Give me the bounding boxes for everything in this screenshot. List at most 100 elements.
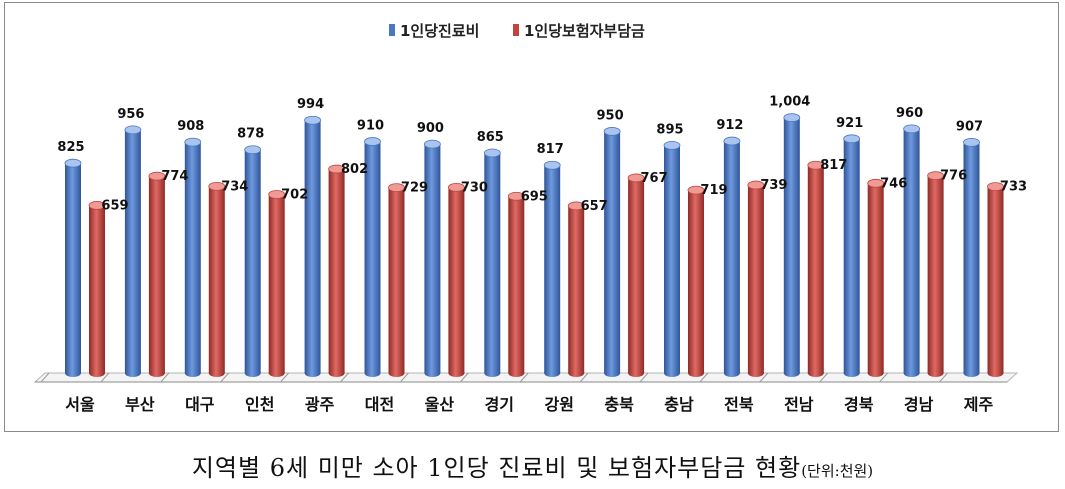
category-label-12: 전북 bbox=[724, 395, 754, 414]
bar-cap bbox=[124, 125, 142, 135]
bar-base bbox=[184, 369, 201, 377]
bar-cost-5 bbox=[304, 115, 322, 377]
bar-cap bbox=[148, 171, 166, 181]
data-label-insurer-9: 657 bbox=[581, 199, 608, 214]
category-labels-group: 서울 부산 대구 인천 광주 대전 울산 경기 강원 충북 충남 전북 전남 경북 경남 제주 bbox=[40, 372, 993, 414]
bar-body bbox=[388, 187, 405, 373]
data-label-insurer-13: 817 bbox=[820, 158, 847, 173]
bar-base bbox=[424, 369, 441, 377]
bar-base bbox=[867, 369, 884, 377]
x-tick-9 bbox=[519, 372, 529, 383]
bar-body bbox=[65, 163, 81, 373]
data-label-insurer-14: 746 bbox=[880, 176, 907, 191]
bar-base bbox=[604, 369, 621, 377]
bar-base bbox=[388, 369, 405, 377]
bar-cap bbox=[543, 160, 561, 170]
x-tick-12 bbox=[699, 372, 709, 383]
data-label-insurer-7: 730 bbox=[461, 180, 488, 195]
bar-body bbox=[484, 153, 501, 373]
bar-cap bbox=[423, 139, 441, 149]
legend: 1인당진료비 1인당보험자부담금 bbox=[389, 22, 645, 40]
bar-cap bbox=[388, 183, 405, 193]
x-tick-7 bbox=[400, 372, 409, 383]
data-labels-group: 825 659 956 774 908 734 878 702 994 802 910 729 900 7… bbox=[57, 95, 1027, 214]
bar-cost-12 bbox=[723, 136, 741, 377]
bar-cost-10 bbox=[603, 127, 621, 377]
bar-cost-6 bbox=[364, 137, 381, 377]
x-tick-5 bbox=[280, 372, 289, 383]
bar-body bbox=[903, 128, 920, 373]
bar-base bbox=[783, 369, 800, 377]
bar-cost-2 bbox=[124, 125, 142, 377]
bar-body bbox=[568, 205, 585, 373]
data-label-cost-1: 825 bbox=[57, 140, 84, 155]
category-label-15: 경남 bbox=[904, 395, 934, 414]
bar-base bbox=[568, 369, 585, 377]
x-tick-3 bbox=[160, 372, 170, 383]
bar-insurer-13 bbox=[807, 160, 825, 377]
bar-cost-8 bbox=[483, 148, 501, 377]
bar-body bbox=[184, 142, 201, 373]
bar-base bbox=[89, 369, 105, 377]
bar-cap bbox=[304, 115, 322, 125]
bar-cap bbox=[447, 182, 465, 192]
legend-swatch-1 bbox=[389, 24, 395, 36]
category-label-11: 충남 bbox=[664, 395, 694, 414]
bar-cap bbox=[783, 113, 801, 123]
bar-base bbox=[124, 369, 141, 377]
bar-base bbox=[903, 369, 920, 377]
x-tick-11 bbox=[639, 372, 649, 383]
category-label-9: 강원 bbox=[544, 395, 573, 414]
bar-cap bbox=[64, 158, 82, 168]
bar-base bbox=[448, 369, 465, 377]
bar-cap bbox=[208, 181, 226, 191]
bar-insurer-1 bbox=[88, 201, 106, 377]
bar-base bbox=[484, 369, 501, 377]
x-tick-1 bbox=[40, 372, 50, 383]
bar-body bbox=[208, 186, 225, 373]
bar-body bbox=[664, 145, 680, 373]
bar-insurer-9 bbox=[567, 201, 585, 377]
data-label-cost-8: 865 bbox=[477, 130, 504, 145]
bar-base bbox=[544, 369, 561, 377]
data-label-insurer-15: 776 bbox=[940, 169, 967, 184]
bar-cost-13 bbox=[783, 113, 801, 377]
bar-cap bbox=[603, 127, 621, 136]
data-label-cost-14: 921 bbox=[836, 116, 863, 131]
bar-cap bbox=[747, 180, 765, 190]
category-label-3: 대구 bbox=[185, 395, 215, 414]
x-tick-14 bbox=[819, 372, 829, 383]
bar-insurer-4 bbox=[268, 190, 286, 377]
category-label-13: 전남 bbox=[784, 395, 814, 414]
bar-body bbox=[867, 183, 884, 373]
data-label-insurer-10: 767 bbox=[641, 171, 668, 186]
x-tick-16 bbox=[939, 372, 948, 383]
data-label-cost-16: 907 bbox=[956, 119, 983, 134]
legend-label-1: 1인당진료비 bbox=[400, 22, 479, 40]
bar-base bbox=[664, 369, 680, 377]
x-tick-2 bbox=[100, 372, 110, 383]
x-tick-8 bbox=[459, 372, 469, 383]
bar-chart: 1인당진료비 1인당보험자부담금 825 659 956 774 908 734 878 702… bbox=[33, 22, 1027, 414]
bar-base bbox=[688, 369, 704, 377]
data-label-cost-15: 960 bbox=[896, 106, 923, 121]
data-label-cost-10: 950 bbox=[597, 108, 624, 123]
bar-insurer-3 bbox=[208, 181, 226, 377]
chart-frame: 1인당진료비 1인당보험자부담금 825 659 956 774 908 734 878 702… bbox=[4, 2, 1059, 432]
bar-body bbox=[927, 175, 944, 373]
bar-base bbox=[927, 369, 944, 377]
bar-cap bbox=[963, 137, 980, 147]
bar-cap bbox=[843, 134, 861, 144]
category-label-6: 대전 bbox=[365, 395, 394, 414]
bar-base bbox=[364, 369, 381, 377]
bar-body bbox=[448, 187, 465, 373]
data-label-cost-13: 1,004 bbox=[769, 95, 810, 110]
data-label-cost-7: 900 bbox=[417, 121, 444, 136]
bar-cost-14 bbox=[843, 134, 861, 377]
category-label-8: 경기 bbox=[485, 395, 514, 414]
x-tick-10 bbox=[579, 372, 589, 383]
data-label-cost-6: 910 bbox=[357, 119, 384, 134]
bar-insurer-7 bbox=[447, 182, 465, 377]
bar-body bbox=[328, 169, 345, 373]
category-label-5: 광주 bbox=[305, 395, 335, 414]
